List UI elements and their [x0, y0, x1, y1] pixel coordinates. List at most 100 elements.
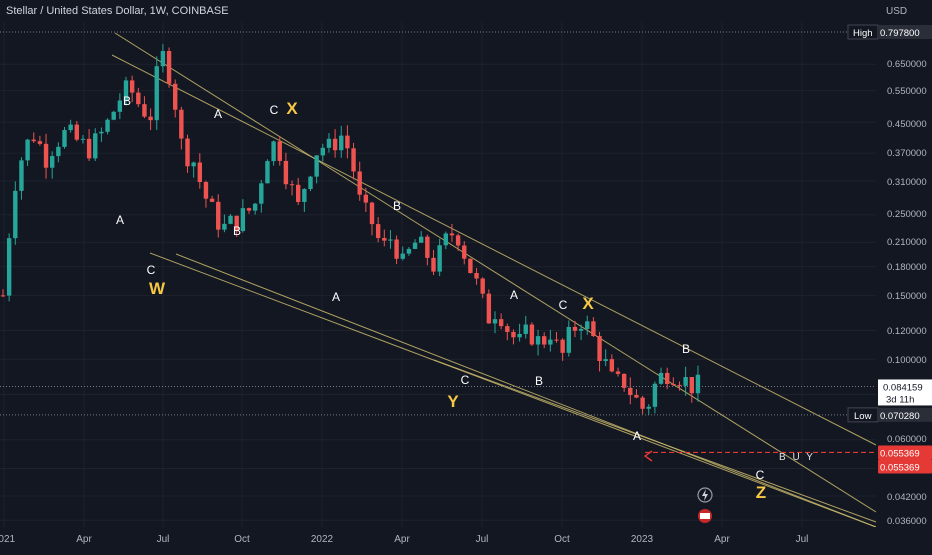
trendline	[111, 54, 877, 446]
candle-body	[234, 215, 239, 231]
trendline	[433, 359, 877, 523]
candle-body	[665, 372, 670, 384]
wave-label-major: Z	[756, 483, 766, 502]
wave-label-major: X	[286, 99, 298, 118]
buy-level-1: 0.055369	[880, 448, 920, 459]
candle-body	[142, 104, 147, 117]
candle-body	[136, 92, 141, 105]
candle-body	[677, 384, 682, 386]
candle-body	[326, 138, 332, 148]
candle-body	[320, 147, 325, 156]
candle-body	[209, 198, 215, 202]
candle-body	[578, 328, 584, 331]
wave-label-minor: A	[510, 288, 518, 302]
candle-body	[640, 397, 645, 409]
candle-body	[56, 146, 61, 157]
candle-body	[585, 321, 590, 329]
candle-body	[277, 141, 282, 161]
candle-body	[658, 372, 664, 384]
trendline	[149, 252, 877, 528]
wave-label-minor: C	[756, 468, 765, 482]
candle-body	[148, 116, 153, 121]
wave-label-minor: C	[270, 103, 279, 117]
candle-body	[123, 80, 129, 101]
candle-body	[560, 339, 565, 353]
candle-body	[419, 236, 424, 243]
wave-label-minor: C	[147, 263, 156, 277]
chart-grid	[0, 22, 876, 527]
candle-body	[105, 119, 110, 132]
time-tick-label: Oct	[554, 534, 570, 545]
candle-body	[634, 395, 639, 398]
candle-body	[609, 359, 615, 372]
candle-body	[80, 138, 86, 140]
candle-body	[492, 319, 498, 324]
price-tick-label: 0.250000	[887, 209, 927, 220]
price-tick-label: 0.120000	[887, 326, 927, 337]
candle-body	[462, 245, 467, 259]
candle-body	[154, 66, 159, 121]
candle-body	[99, 131, 104, 134]
candle-body	[443, 233, 448, 246]
candle-body	[474, 272, 479, 279]
wave-label-minor: B	[393, 199, 401, 213]
candle-body	[345, 135, 350, 149]
candle-body	[486, 293, 492, 324]
candle-body	[363, 194, 369, 203]
candle-body	[252, 203, 258, 211]
trend-channels	[111, 32, 877, 528]
price-tick-label: 0.650000	[887, 59, 927, 70]
candle-body	[388, 239, 393, 241]
wave-label-minor: B	[233, 224, 241, 238]
candle-body	[351, 148, 356, 172]
candle-body	[25, 139, 30, 161]
candle-body	[505, 326, 510, 332]
candle-body	[289, 184, 295, 186]
candle-body	[652, 383, 658, 407]
candle-body	[222, 223, 227, 230]
candle-body	[160, 50, 166, 67]
time-tick-label: Apr	[394, 534, 410, 545]
candle-body	[695, 374, 701, 394]
time-axis-bg	[0, 527, 932, 550]
candle-body	[498, 319, 504, 327]
candle-body	[566, 326, 571, 353]
price-tick-label: 0.310000	[887, 177, 927, 188]
time-tick-label: Jul	[796, 534, 809, 545]
candlestick-series	[0, 44, 701, 415]
candle-body	[437, 245, 442, 272]
candle-body	[683, 377, 688, 386]
high-value: 0.797800	[880, 28, 920, 39]
chart-icons	[697, 487, 713, 523]
candle-body	[191, 162, 196, 167]
candle-body	[283, 160, 289, 185]
candle-body	[246, 208, 252, 211]
candle-body	[468, 258, 473, 273]
candle-body	[50, 156, 55, 168]
candle-body	[216, 201, 221, 230]
time-tick-label: 2021	[0, 534, 16, 545]
last-price-value: 0.084159	[883, 382, 923, 393]
wave-label-minor: A	[633, 429, 641, 443]
price-tick-label: 0.180000	[887, 262, 927, 273]
candle-body	[554, 339, 559, 341]
candle-body	[369, 202, 375, 225]
candle-body	[265, 161, 270, 184]
candle-body	[93, 133, 98, 159]
candle-body	[13, 190, 18, 239]
flag-stripe-icon	[700, 513, 710, 519]
time-tick-label: Apr	[714, 534, 730, 545]
buy-level-2: 0.055369	[880, 462, 920, 473]
low-label: Low	[854, 411, 872, 422]
price-tick-label: 0.370000	[887, 148, 927, 159]
price-tick-label: 0.550000	[887, 86, 927, 97]
candle-body	[332, 138, 338, 151]
candle-body	[86, 138, 92, 159]
candle-body	[166, 50, 172, 84]
candle-body	[117, 100, 123, 112]
price-tick-label: 0.042000	[887, 492, 927, 503]
candle-body	[339, 135, 344, 151]
